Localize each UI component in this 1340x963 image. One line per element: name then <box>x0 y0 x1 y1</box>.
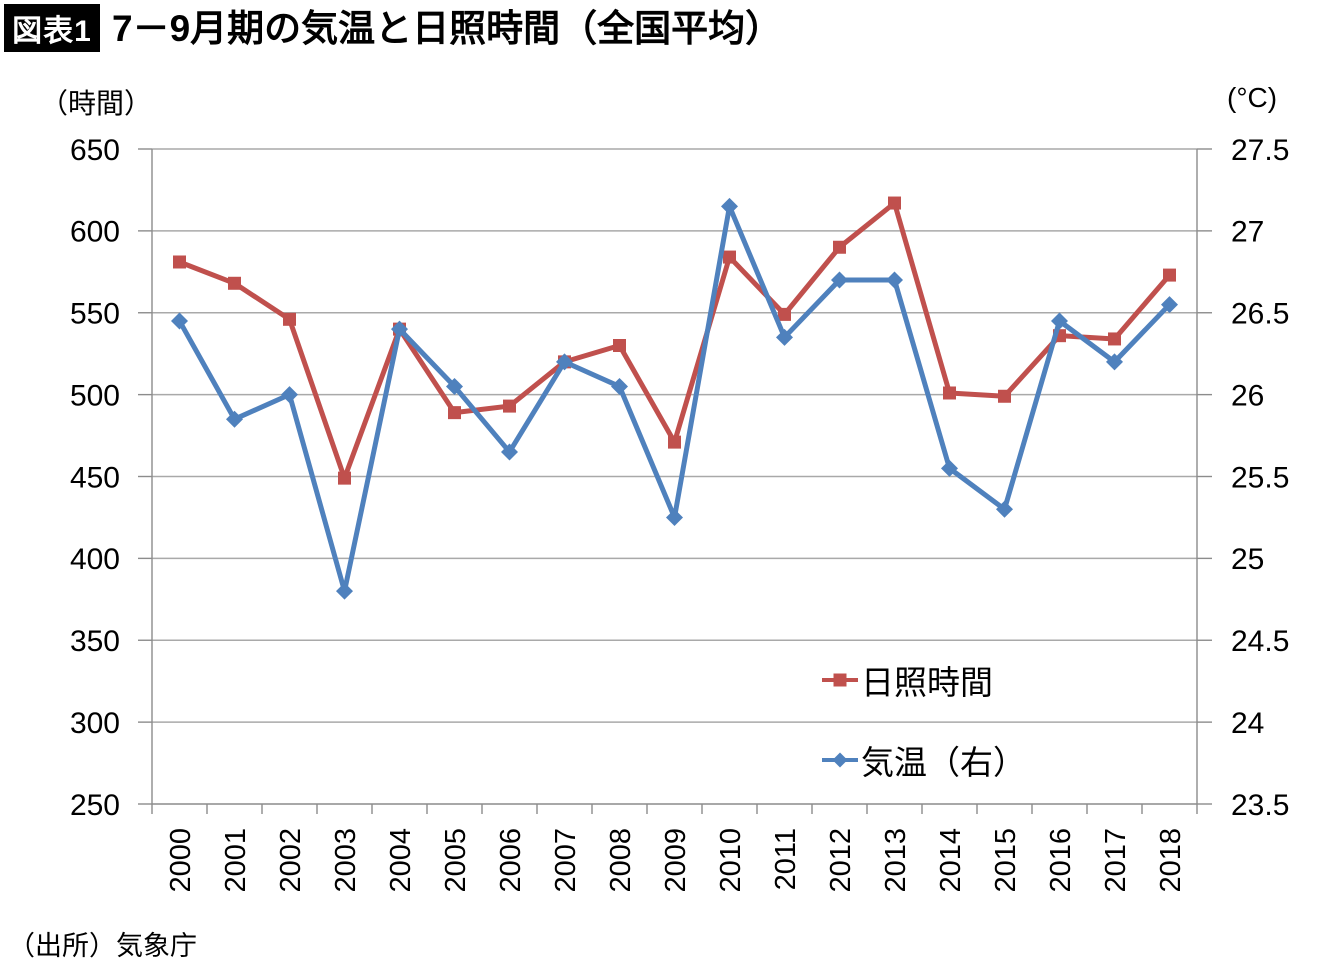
right-axis-tick-label: 24.5 <box>1231 625 1289 658</box>
diamond-marker-icon <box>776 328 793 346</box>
diamond-marker-icon <box>666 508 683 526</box>
right-axis-tick-label: 25.5 <box>1231 461 1289 494</box>
square-marker-icon <box>613 339 626 352</box>
left-axis-tick-label: 300 <box>70 707 120 740</box>
chart-title: 7－9月期の気温と日照時間（全国平均） <box>112 8 783 49</box>
diamond-marker-icon <box>391 320 408 338</box>
x-axis-tick-label: 2009 <box>660 828 692 893</box>
diamond-marker-icon <box>501 443 518 461</box>
x-axis-tick-label: 2002 <box>275 828 307 893</box>
square-marker-icon <box>173 255 186 269</box>
left-axis-tick-label: 550 <box>70 298 120 331</box>
square-marker-icon <box>723 250 736 264</box>
diamond-marker-icon <box>1051 312 1068 330</box>
x-axis-tick-label: 2007 <box>550 828 582 893</box>
sunshine-line-square-icon <box>822 673 858 687</box>
left-axis-tick-label: 350 <box>70 625 120 658</box>
square-marker-icon <box>1163 268 1176 282</box>
left-axis-tick-label: 250 <box>70 789 120 822</box>
diamond-marker-icon <box>556 353 573 371</box>
x-axis-tick-label: 2008 <box>605 828 637 893</box>
legend-entry-temperature: 気温（右） <box>822 736 1026 784</box>
chart-legend: 日照時間 気温（右） <box>822 656 1026 784</box>
square-marker-icon <box>448 406 461 420</box>
diamond-marker-icon <box>171 312 188 330</box>
square-marker-icon <box>778 307 791 321</box>
x-axis-tick-label: 2000 <box>165 828 197 893</box>
left-axis-unit-label: （時間） <box>40 88 153 119</box>
x-axis-tick-label: 2003 <box>330 828 362 893</box>
legend-label-temperature: 気温（右） <box>861 744 1026 781</box>
left-axis-tick-label: 450 <box>70 461 120 494</box>
x-axis-tick-label: 2005 <box>440 828 472 893</box>
source-note: （出所）気象庁 <box>8 931 197 961</box>
diamond-marker-icon <box>996 500 1013 518</box>
x-axis-tick-label: 2018 <box>1155 828 1187 893</box>
square-marker-icon <box>228 276 241 290</box>
square-marker-icon <box>338 471 351 485</box>
x-axis-tick-label: 2017 <box>1100 828 1132 893</box>
diamond-marker-icon <box>336 582 353 600</box>
right-axis-tick-label: 27.5 <box>1231 134 1289 167</box>
right-axis-tick-label: 26.5 <box>1231 298 1289 331</box>
left-axis-tick-label: 600 <box>70 216 120 249</box>
figure-badge: 図表1 <box>4 4 100 52</box>
diamond-marker-icon <box>281 386 298 404</box>
square-marker-icon <box>1108 332 1121 346</box>
square-marker-icon <box>888 196 901 210</box>
right-axis-unit-label: (°C) <box>1227 82 1278 113</box>
diamond-marker-icon <box>941 459 958 477</box>
x-axis-tick-label: 2015 <box>990 828 1022 893</box>
square-marker-icon <box>998 389 1011 403</box>
diamond-marker-icon <box>446 377 463 395</box>
right-axis-tick-label: 27 <box>1231 216 1264 249</box>
left-axis-tick-label: 650 <box>70 134 120 167</box>
square-marker-icon <box>833 240 846 254</box>
square-marker-icon <box>668 435 681 449</box>
diamond-marker-icon <box>1161 296 1178 314</box>
right-axis-tick-label: 26 <box>1231 379 1264 412</box>
diamond-marker-icon <box>831 271 848 289</box>
diamond-marker-icon <box>721 197 738 215</box>
diamond-marker-icon <box>886 271 903 289</box>
square-marker-icon <box>283 312 296 326</box>
left-axis-tick-label: 400 <box>70 543 120 576</box>
x-axis-tick-label: 2006 <box>495 828 527 893</box>
x-axis-tick-label: 2001 <box>220 828 252 893</box>
right-axis-tick-label: 25 <box>1231 543 1264 576</box>
square-marker-icon <box>943 386 956 400</box>
x-axis-tick-label: 2012 <box>825 828 857 893</box>
diamond-marker-icon <box>226 410 243 428</box>
right-axis-tick-label: 24 <box>1231 707 1264 740</box>
square-marker-icon <box>503 399 516 413</box>
diamond-marker-icon <box>1106 353 1123 371</box>
x-axis-tick-label: 2016 <box>1045 828 1077 893</box>
x-axis-tick-label: 2010 <box>715 828 747 893</box>
right-axis-tick-label: 23.5 <box>1231 789 1289 822</box>
left-axis-tick-label: 500 <box>70 379 120 412</box>
x-axis-tick-label: 2011 <box>770 828 802 890</box>
x-axis-tick-label: 2014 <box>935 828 967 893</box>
x-axis-tick-label: 2004 <box>385 828 417 893</box>
legend-label-sunshine: 日照時間 <box>861 664 993 701</box>
legend-entry-sunshine: 日照時間 <box>822 656 1026 704</box>
diamond-marker-icon <box>611 377 628 395</box>
series-line-1 <box>177 203 1172 594</box>
temperature-line-diamond-icon <box>822 752 858 768</box>
x-axis-tick-label: 2013 <box>880 828 912 893</box>
